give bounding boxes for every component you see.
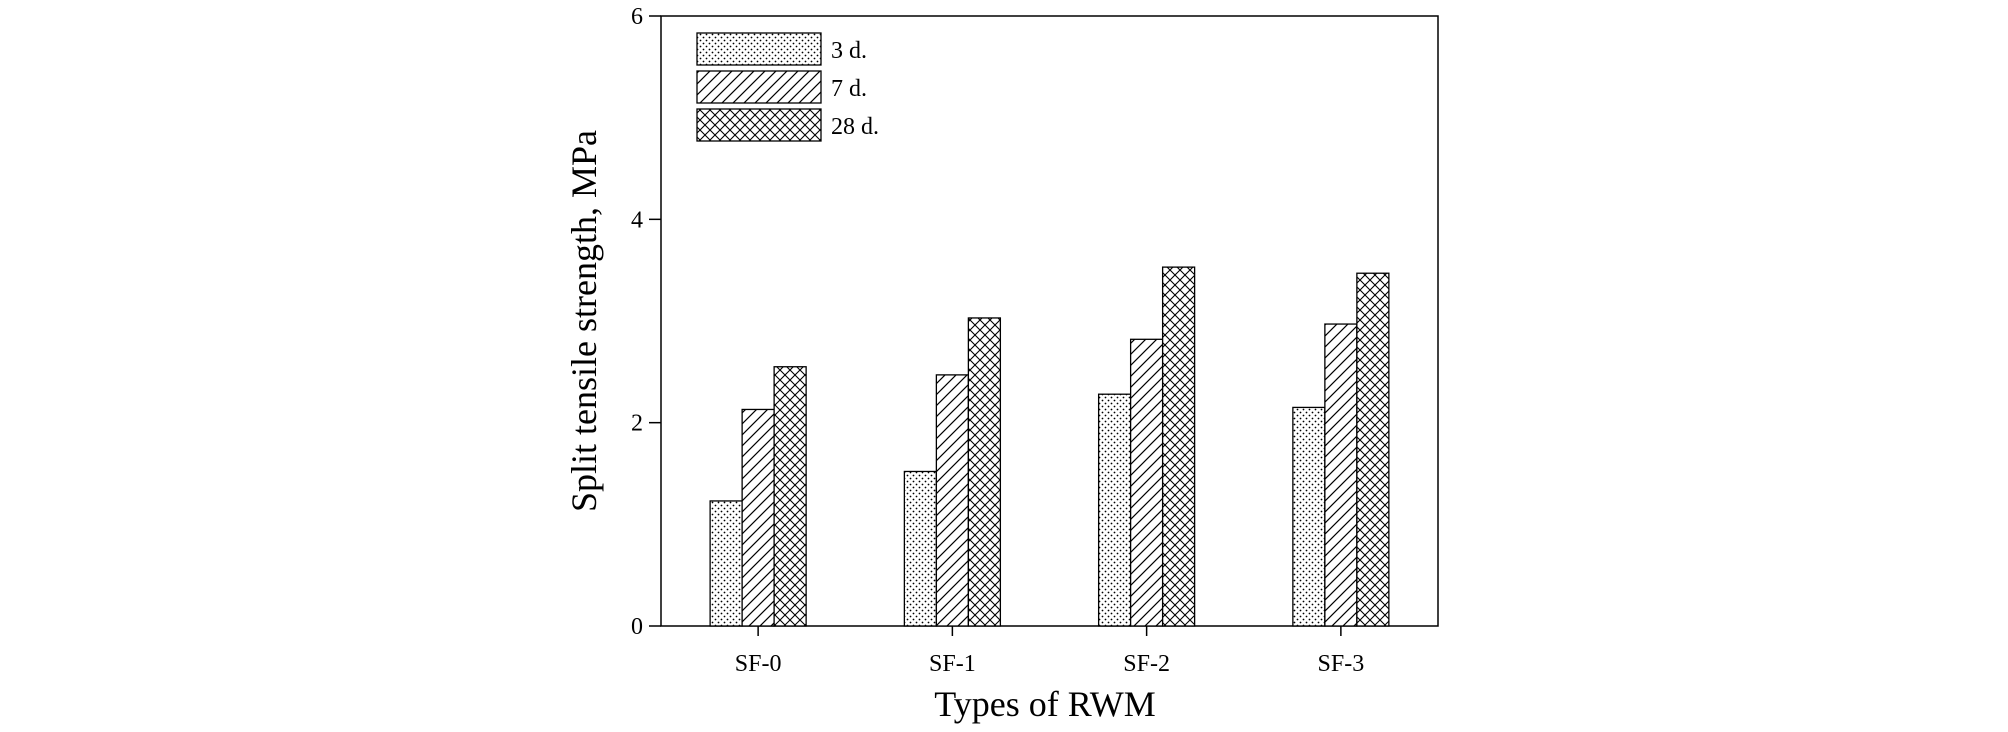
legend-label: 3 d. <box>831 38 867 64</box>
legend-label: 28 d. <box>831 114 879 140</box>
bar-28d-sf-0 <box>773 366 807 627</box>
plot-frame <box>660 15 1439 627</box>
y-tick-label: 4 <box>631 207 643 233</box>
y-axis: 0 2 4 6 <box>631 4 661 640</box>
bar-3d-sf-2 <box>1097 393 1132 627</box>
legend-swatch <box>696 32 822 66</box>
y-axis-title: Split tensile strength, MPa <box>564 130 604 512</box>
bar-3d-sf-0 <box>709 500 743 627</box>
x-tick-label: SF-3 <box>1318 651 1365 677</box>
y-tick-label: 6 <box>631 4 643 30</box>
legend: 3 d. 7 d. 28 d. <box>696 32 879 142</box>
bar-28d-sf-3 <box>1356 272 1390 627</box>
x-tick-label: SF-2 <box>1123 651 1170 677</box>
bar-3d-sf-1 <box>903 470 938 627</box>
bar-28d-sf-1 <box>967 317 1002 627</box>
legend-swatch <box>696 108 822 142</box>
bar-3d-sf-3 <box>1292 406 1326 627</box>
bar-7d-sf-3 <box>1324 323 1358 627</box>
y-tick-label: 2 <box>631 411 643 437</box>
bar-7d-sf-2 <box>1129 338 1164 627</box>
x-axis: SF-0 SF-1 SF-2 SF-3 <box>735 626 1364 677</box>
bar-7d-sf-0 <box>741 408 775 627</box>
legend-swatch <box>696 70 822 104</box>
y-tick-label: 0 <box>631 614 643 640</box>
bars-group <box>709 266 1390 627</box>
x-tick-label: SF-1 <box>929 651 976 677</box>
x-axis-title: Types of RWM <box>934 684 1155 724</box>
x-tick-label: SF-0 <box>735 651 782 677</box>
bar-7d-sf-1 <box>935 374 970 627</box>
bar-28d-sf-2 <box>1161 266 1196 627</box>
legend-label: 7 d. <box>831 76 867 102</box>
